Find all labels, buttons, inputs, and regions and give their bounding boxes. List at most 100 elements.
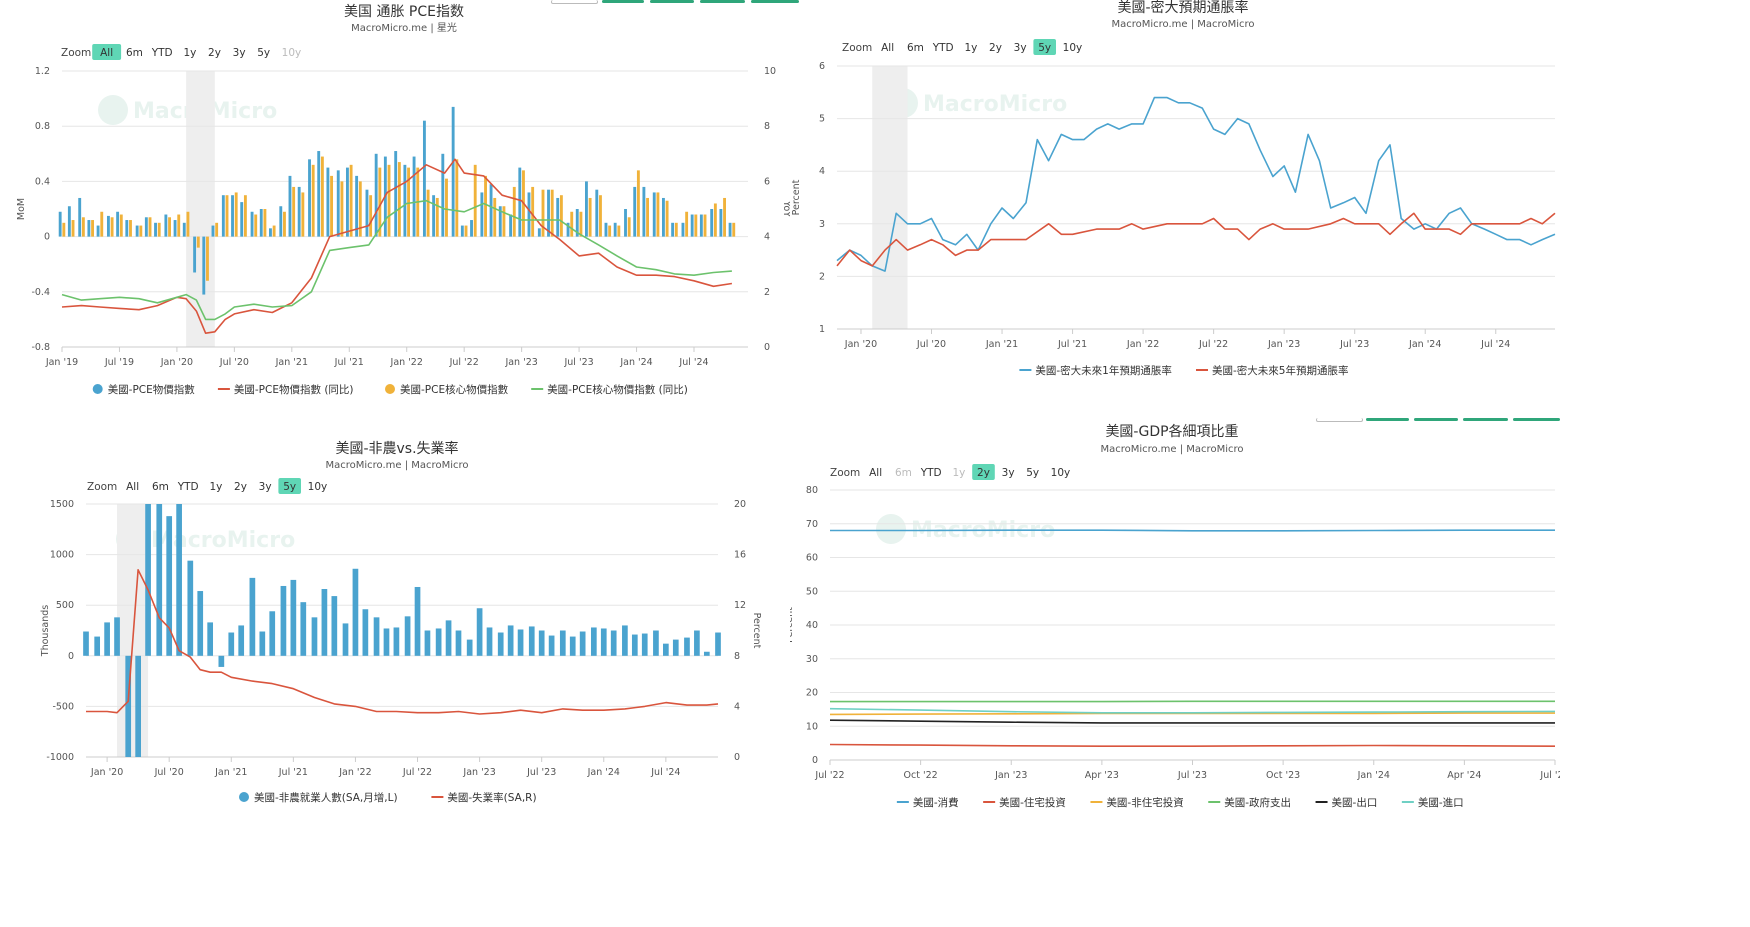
zoom-button-10y[interactable]: 10y <box>1051 467 1071 479</box>
y-tick-label: 500 <box>56 600 74 611</box>
y-tick-label: 60 <box>806 553 818 564</box>
zoom-button-1y[interactable]: 1y <box>964 42 977 54</box>
top-strip-button[interactable] <box>1513 418 1560 421</box>
y-tick-label: 1 <box>819 324 825 335</box>
legend-label: 美國-密大未來5年預期通脹率 <box>1212 364 1348 377</box>
top-strip-button[interactable] <box>1316 418 1363 422</box>
legend-item[interactable]: 美國-PCE物價指數 (同比) <box>217 383 354 396</box>
top-strip-button[interactable] <box>551 0 598 4</box>
legend-item[interactable]: 美國-密大未來5年預期通脹率 <box>1196 364 1348 377</box>
top-strip-button[interactable] <box>700 0 745 3</box>
zoom-button-10y[interactable]: 10y <box>308 481 328 493</box>
zoom-button-6m[interactable]: 6m <box>152 481 169 493</box>
bar <box>422 120 426 237</box>
zoom-button-1y[interactable]: 1y <box>209 481 222 493</box>
top-strip-button[interactable] <box>751 0 799 3</box>
legend-item[interactable]: 美國-失業率(SA,R) <box>431 791 537 804</box>
legend-item[interactable]: 美國-住宅投資 <box>983 796 1066 809</box>
bar <box>292 186 296 237</box>
bar <box>661 197 665 237</box>
bar <box>489 184 493 237</box>
bar <box>517 629 524 656</box>
zoom-button-2y[interactable]: 2y <box>208 47 221 59</box>
bar <box>280 585 287 656</box>
zoom-button-ytd[interactable]: YTD <box>932 42 954 54</box>
zoom-button-ytd[interactable]: YTD <box>177 481 199 493</box>
legend-item[interactable]: 美國-消費 <box>896 796 959 809</box>
bar <box>166 516 173 656</box>
bar <box>559 630 566 656</box>
bar <box>383 628 390 656</box>
top-strip-button[interactable] <box>1414 418 1458 421</box>
zoom-button-all[interactable]: All <box>100 47 113 59</box>
legend-label: 美國-密大未來1年預期通脹率 <box>1035 364 1171 377</box>
zoom-button-all[interactable]: All <box>881 42 894 54</box>
bar <box>631 634 638 656</box>
legend-item[interactable]: 美國-政府支出 <box>1208 796 1291 809</box>
zoom-button-1y[interactable]: 1y <box>183 47 196 59</box>
bar <box>129 220 132 237</box>
x-tick-label: Jan '23 <box>1267 339 1300 350</box>
bar <box>710 209 714 237</box>
bar <box>455 159 459 237</box>
legend-item[interactable]: 美國-非農就業人數(SA,月增,L) <box>239 791 398 804</box>
legend-item[interactable]: 美國-PCE核心物價指數 <box>385 383 509 396</box>
zoom-button-2y[interactable]: 2y <box>977 467 990 479</box>
zoom-button-3y[interactable]: 3y <box>1002 467 1015 479</box>
legend-item[interactable]: 美國-PCE物價指數 <box>92 383 196 396</box>
bar <box>206 236 209 281</box>
bar <box>642 186 646 237</box>
bar <box>556 197 560 237</box>
top-strip-button[interactable] <box>650 0 694 3</box>
x-tick-label: Jul '23 <box>1177 770 1207 781</box>
bar <box>732 222 736 237</box>
bar <box>308 159 311 237</box>
zoom-button-3y[interactable]: 3y <box>1014 42 1027 54</box>
bar <box>507 625 514 656</box>
zoom-button-active-bg <box>972 464 995 480</box>
zoom-button-6m[interactable]: 6m <box>895 467 912 479</box>
bar <box>100 211 104 237</box>
legend-item[interactable]: 美國-進口 <box>1401 796 1464 809</box>
y-tick-label: 1000 <box>50 550 74 561</box>
chart-subtitle: MacroMicro.me | MacroMicro <box>326 460 469 471</box>
zoom-button-2y[interactable]: 2y <box>234 481 247 493</box>
recession-shade <box>186 71 215 347</box>
top-strip-button[interactable] <box>1366 418 1409 421</box>
bar <box>509 214 513 237</box>
zoom-button-2y[interactable]: 2y <box>989 42 1002 54</box>
zoom-button-ytd[interactable]: YTD <box>151 47 173 59</box>
zoom-button-3y[interactable]: 3y <box>233 47 246 59</box>
zoom-button-5y[interactable]: 5y <box>283 481 296 493</box>
x-tick-label: Jul '22 <box>1198 339 1228 350</box>
bar <box>672 639 679 656</box>
zoom-button-10y[interactable]: 10y <box>1063 42 1083 54</box>
x-tick-label: Jan '20 <box>844 339 877 350</box>
bar <box>301 192 305 237</box>
bar <box>600 628 607 656</box>
x-tick-label: Jul '22 <box>814 770 844 781</box>
zoom-button-all[interactable]: All <box>126 481 139 493</box>
bar <box>193 236 197 273</box>
zoom-button-all[interactable]: All <box>869 467 882 479</box>
legend-item[interactable]: 美國-密大未來1年預期通脹率 <box>1019 364 1172 377</box>
zoom-button-10y[interactable]: 10y <box>282 47 302 59</box>
zoom-button-ytd[interactable]: YTD <box>920 467 942 479</box>
bar <box>599 195 602 237</box>
legend-item[interactable]: 美國-出口 <box>1315 796 1378 809</box>
zoom-button-5y[interactable]: 5y <box>1038 42 1051 54</box>
top-strip-button[interactable] <box>602 0 644 3</box>
chart-panel-pce: 美国 通胀 PCE指数 MacroMicro.me | 星光 Zoom All 6m YT… <box>0 0 790 420</box>
zoom-button-5y[interactable]: 5y <box>1026 467 1039 479</box>
zoom-button-6m[interactable]: 6m <box>907 42 924 54</box>
zoom-button-1y[interactable]: 1y <box>952 467 965 479</box>
legend-item[interactable]: 美國-非住宅投資 <box>1090 796 1184 809</box>
bar <box>497 632 504 656</box>
legend-item[interactable]: 美國-PCE核心物價指數 (同比) <box>531 383 688 396</box>
zoom-button-6m[interactable]: 6m <box>126 47 143 59</box>
zoom-button-5y[interactable]: 5y <box>257 47 270 59</box>
top-strip-button[interactable] <box>1463 418 1508 421</box>
chart-panel-gdp: 美國-GDP各細項比重 MacroMicro.me | MacroMicro Zoo… <box>790 420 1560 820</box>
zoom-button-3y[interactable]: 3y <box>259 481 272 493</box>
x-tick-label: Jul '24 <box>678 357 708 368</box>
